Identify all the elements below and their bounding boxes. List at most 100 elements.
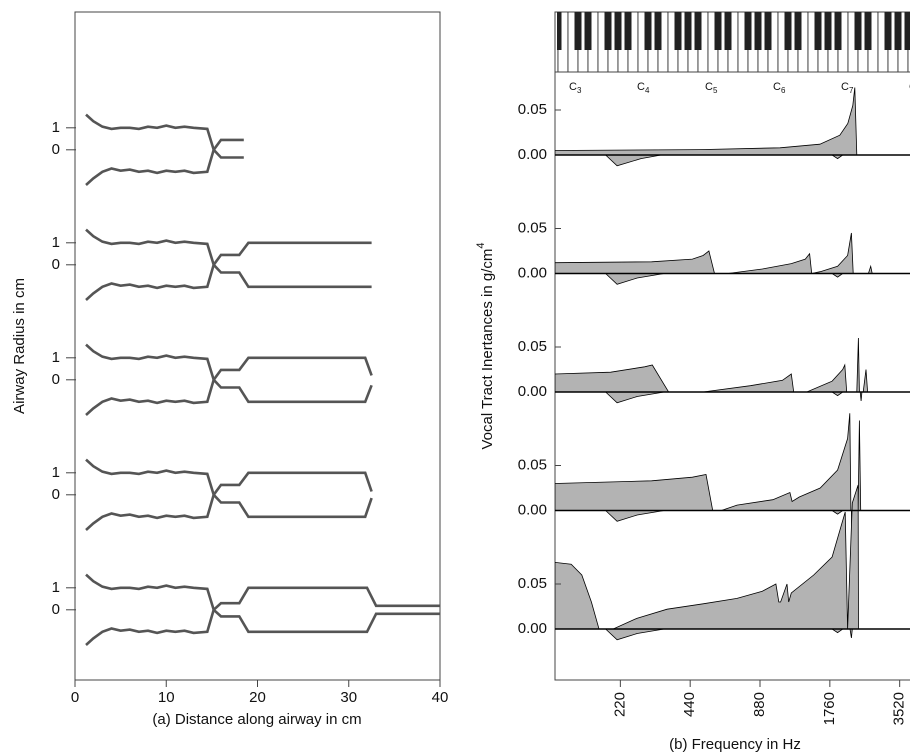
y-tick-label: 0.05 xyxy=(518,101,547,118)
y-tick-label: 0.00 xyxy=(518,146,547,163)
y-tick-label: 1 xyxy=(52,579,60,596)
airway-wall xyxy=(212,148,244,159)
airway-wall xyxy=(212,471,373,496)
x-tick-label: 40 xyxy=(432,689,449,706)
x-tick-label: 10 xyxy=(158,689,175,706)
note-octave: 4 xyxy=(645,86,650,95)
y-tick-label: 0.05 xyxy=(518,219,547,236)
black-key xyxy=(794,12,802,50)
y-axis-label-sup: 4 xyxy=(475,242,487,248)
black-key xyxy=(654,12,662,50)
black-key xyxy=(894,12,902,50)
black-key xyxy=(694,12,702,50)
y-tick-label: 0.00 xyxy=(518,501,547,518)
y-tick-label: 0.00 xyxy=(518,620,547,637)
airway-wall xyxy=(85,343,215,381)
y-tick-label: 0.05 xyxy=(518,338,547,355)
inertance-area xyxy=(555,232,873,274)
white-key xyxy=(538,12,548,72)
inertance-area xyxy=(604,154,844,167)
black-key xyxy=(814,12,822,50)
inertance-area xyxy=(555,337,869,393)
y-tick-label: 0.05 xyxy=(518,456,547,473)
airway-wall xyxy=(85,609,215,646)
airway-wall xyxy=(212,493,373,519)
white-key xyxy=(528,12,538,72)
y-tick-label: 1 xyxy=(52,349,60,366)
airway-wall xyxy=(85,228,215,266)
black-key xyxy=(714,12,722,50)
black-key xyxy=(557,12,562,50)
black-key xyxy=(864,12,872,50)
note-label: C6 xyxy=(773,81,786,95)
black-key xyxy=(784,12,792,50)
black-key xyxy=(854,12,862,50)
note-letter: C xyxy=(637,81,645,93)
airway-wall xyxy=(85,458,215,496)
black-key xyxy=(644,12,652,50)
airway-wall xyxy=(85,113,215,151)
x-tick-label: 220 xyxy=(611,692,628,717)
x-tick-label: 0 xyxy=(71,689,79,706)
black-key xyxy=(545,12,552,50)
note-label: C3 xyxy=(569,81,582,95)
black-key xyxy=(824,12,832,50)
y-tick-label: 1 xyxy=(52,234,60,251)
airway-wall xyxy=(212,586,440,611)
airway-wall xyxy=(212,608,440,634)
black-key xyxy=(724,12,732,50)
note-octave: 7 xyxy=(849,86,854,95)
airway-wall xyxy=(85,494,215,531)
note-octave: 3 xyxy=(577,86,582,95)
y-tick-label: 0.00 xyxy=(518,383,547,400)
black-key xyxy=(674,12,682,50)
note-label: C5 xyxy=(705,81,718,95)
note-octave: 5 xyxy=(713,86,718,95)
inertance-area xyxy=(555,484,859,630)
y-axis-label-text: Vocal Tract Inertances in g/cm xyxy=(479,249,496,450)
x-tick-label: 1760 xyxy=(821,692,838,725)
note-label: C4 xyxy=(637,81,650,95)
note-letter: C xyxy=(569,81,577,93)
white-key xyxy=(518,12,528,72)
note-label: C7 xyxy=(841,81,854,95)
black-key xyxy=(834,12,842,50)
note-letter: C xyxy=(841,81,849,93)
black-key xyxy=(754,12,762,50)
airway-wall xyxy=(85,379,215,416)
black-key xyxy=(904,12,910,50)
y-axis-label: Airway Radius in cm xyxy=(11,278,28,414)
white-key xyxy=(498,12,508,72)
x-tick-label: 30 xyxy=(340,689,357,706)
y-tick-label: 0 xyxy=(52,141,60,158)
y-tick-label: 0.00 xyxy=(518,264,547,281)
black-key xyxy=(604,12,612,50)
plot-area xyxy=(555,87,910,641)
white-key xyxy=(508,12,518,72)
inertance-area xyxy=(604,628,853,641)
inertance-area xyxy=(555,87,910,156)
black-key xyxy=(744,12,752,50)
black-key xyxy=(584,12,592,50)
black-key xyxy=(535,12,542,50)
airway-wall xyxy=(85,573,215,611)
x-axis-label: (a) Distance along airway in cm xyxy=(152,711,361,728)
airway-wall xyxy=(212,241,372,266)
note-octave: 6 xyxy=(781,86,786,95)
black-key xyxy=(515,12,522,50)
black-key xyxy=(505,12,512,50)
airway-wall xyxy=(85,149,215,186)
y-tick-label: 1 xyxy=(52,464,60,481)
y-tick-label: 0 xyxy=(52,601,60,618)
inertance-area xyxy=(604,391,863,404)
black-key xyxy=(574,12,582,50)
y-tick-label: 0.05 xyxy=(518,575,547,592)
black-key xyxy=(624,12,632,50)
y-tick-label: 1 xyxy=(52,119,60,136)
black-key xyxy=(684,12,692,50)
airway-wall xyxy=(85,264,215,301)
keyboard xyxy=(498,12,910,72)
x-tick-label: 20 xyxy=(249,689,266,706)
x-tick-label: 440 xyxy=(681,692,698,717)
airway-wall xyxy=(212,263,372,289)
